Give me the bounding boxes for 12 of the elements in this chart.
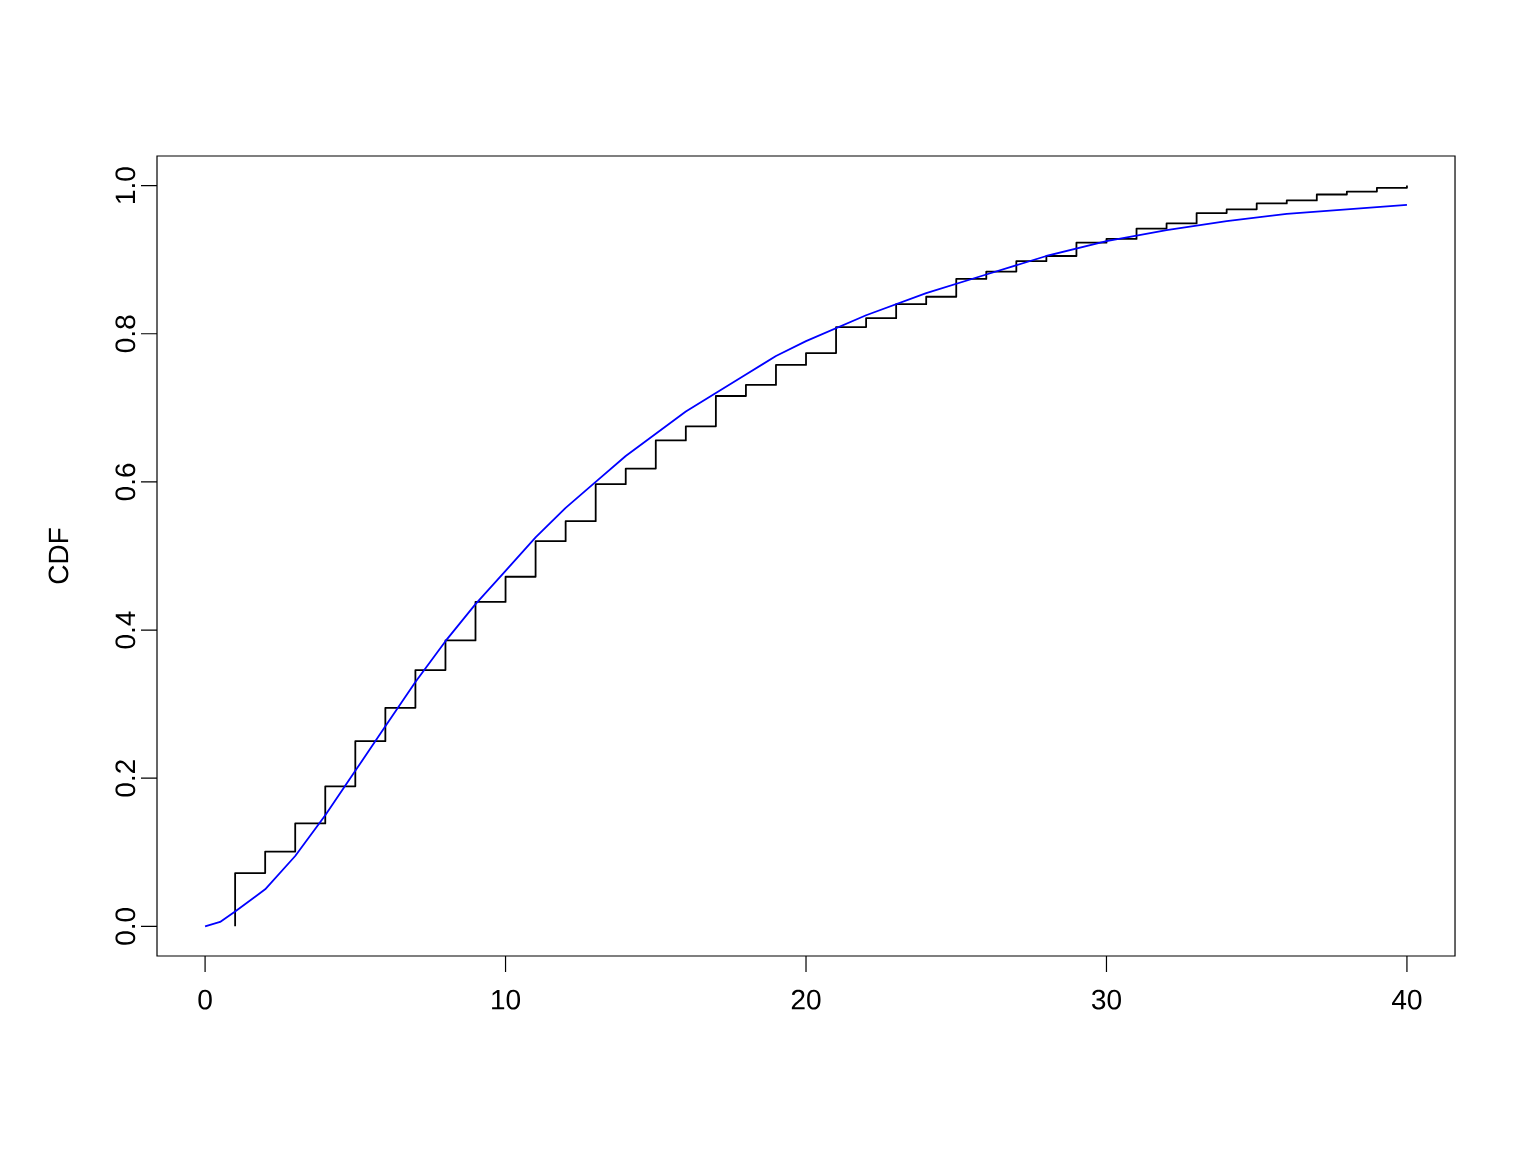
y-tick-label: 0.8 (115, 315, 136, 353)
x-tick-label: 10 (492, 989, 521, 1010)
x-tick-label: 30 (1091, 989, 1121, 1010)
y-tick-label: 0.4 (115, 611, 136, 649)
x-tick-label: 20 (791, 989, 821, 1010)
y-axis-title: CDF (48, 528, 69, 584)
y-tick-label: 0.0 (115, 907, 136, 945)
y-tick-label: 0.2 (115, 760, 136, 797)
x-tick-label: 40 (1392, 989, 1422, 1010)
y-tick-label: 1.0 (115, 167, 136, 203)
y-tick-label: 0.6 (115, 463, 136, 501)
x-tick-label: 0 (198, 989, 212, 1010)
